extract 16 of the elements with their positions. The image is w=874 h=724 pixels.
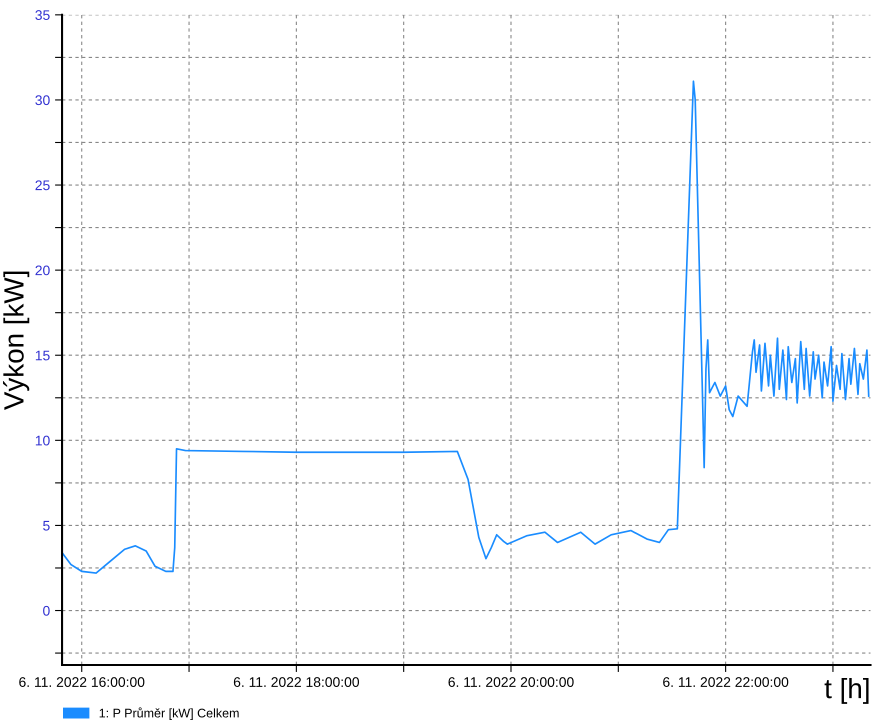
x-tick-label: 6. 11. 2022 18:00:00 bbox=[234, 677, 360, 687]
y-tick-label: 35 bbox=[35, 10, 50, 20]
y-tick-label: 5 bbox=[43, 520, 50, 531]
y-tick-label: 25 bbox=[36, 180, 50, 190]
y-tick-label: 10 bbox=[36, 436, 50, 446]
line-series bbox=[62, 80, 870, 574]
legend-label: 1: P Průměr [kW] Celkem bbox=[100, 707, 239, 720]
x-tick-label: 6. 11. 2022 20:00:00 bbox=[448, 677, 574, 687]
x-tick-label: 6. 11. 2022 16:00:00 bbox=[19, 677, 144, 687]
x-tick-label: 6. 11. 2022 22:00:00 bbox=[663, 677, 788, 687]
y-tick-label: 20 bbox=[36, 265, 50, 276]
y-tick-label: 30 bbox=[35, 95, 50, 106]
y-tick-label: 15 bbox=[36, 350, 50, 360]
x-axis-title: t [h] bbox=[824, 678, 869, 704]
y-axis-title: Výkon [kW] bbox=[3, 272, 30, 410]
y-tick-label: 0 bbox=[43, 606, 50, 616]
